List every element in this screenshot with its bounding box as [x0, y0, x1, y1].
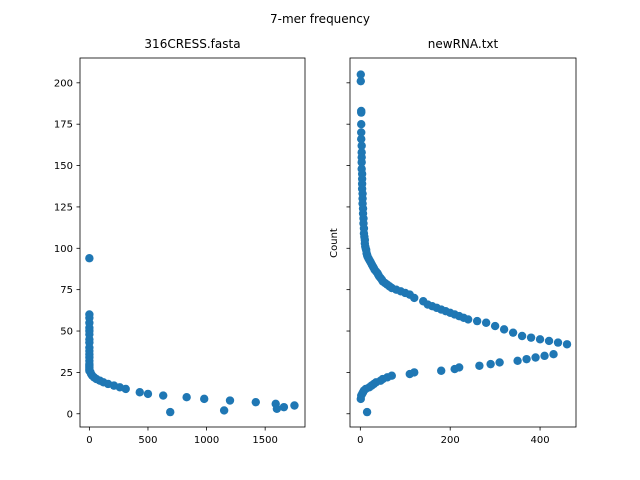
data-point — [454, 363, 464, 372]
data-point — [357, 119, 366, 129]
data-point — [272, 404, 282, 413]
data-point — [356, 76, 365, 86]
data-point — [508, 328, 518, 337]
data-point — [475, 361, 484, 370]
data-point — [437, 366, 446, 375]
x-tick-label: 500 — [138, 435, 157, 446]
data-point — [481, 318, 491, 327]
data-point — [251, 397, 260, 407]
data-point — [357, 128, 366, 137]
data-point — [219, 406, 229, 415]
data-point — [357, 158, 366, 167]
data-point — [517, 331, 527, 341]
data-point — [549, 349, 558, 359]
data-point — [531, 353, 540, 362]
subplot-newrna: newRNA.txt Count 0 200 400 — [329, 37, 577, 446]
y-tick-label: 0 — [67, 409, 73, 420]
data-point — [410, 293, 419, 303]
data-point — [182, 393, 191, 402]
data-point — [463, 315, 473, 324]
x-tick-label: 400 — [531, 435, 550, 446]
y-axis-label: Count — [329, 228, 340, 258]
data-point — [357, 141, 366, 150]
x-tick-label: 200 — [441, 435, 460, 446]
data-point — [135, 388, 144, 397]
data-point — [143, 389, 153, 399]
x-tick-label: 0 — [86, 435, 92, 446]
x-tick-label: 1500 — [252, 435, 277, 446]
data-point — [499, 325, 509, 334]
plot-area: 0 500 1000 1500 0 25 50 75 100 125 150 175 200 — [54, 57, 306, 446]
data-point — [526, 333, 536, 342]
data-point — [357, 134, 366, 144]
data-point — [200, 394, 209, 404]
y-tick-label: 50 — [60, 327, 73, 338]
data-point — [362, 407, 372, 417]
data-point — [166, 407, 175, 417]
subplot-title: 316CRESS.fasta — [144, 37, 240, 51]
y-tick-label: 25 — [60, 368, 73, 379]
figure-suptitle: 7-mer frequency — [270, 12, 370, 26]
data-point — [486, 359, 495, 369]
data-point — [279, 402, 289, 412]
y-tick-label: 175 — [54, 120, 73, 131]
plot-area: 0 200 400 — [346, 57, 577, 446]
data-point — [553, 338, 563, 347]
y-tick-label: 75 — [60, 285, 73, 296]
y-tick-label: 200 — [54, 78, 73, 89]
data-point — [490, 321, 500, 331]
data-point — [513, 356, 522, 366]
x-tick-label: 1000 — [194, 435, 219, 446]
data-point — [472, 316, 482, 326]
subplot-title: newRNA.txt — [428, 37, 499, 51]
x-tick-label: 0 — [357, 435, 363, 446]
data-point — [121, 384, 130, 394]
data-point — [544, 336, 554, 346]
data-point — [540, 351, 549, 361]
axes-frame — [349, 57, 577, 428]
data-point — [562, 340, 572, 349]
data-point — [356, 70, 365, 79]
data-point — [357, 108, 366, 117]
data-point — [495, 358, 504, 367]
data-point — [225, 396, 235, 405]
data-point — [85, 254, 94, 263]
axes-frame — [79, 57, 306, 428]
data-point — [387, 371, 396, 380]
data-point — [522, 354, 531, 364]
subplot-316cress: 316CRESS.fasta 0 500 1000 1500 0 25 50 75 100 125… — [54, 37, 306, 446]
y-tick-label: 125 — [54, 202, 73, 213]
data-point — [535, 335, 545, 344]
data-point — [290, 401, 299, 410]
y-tick-label: 150 — [54, 161, 73, 172]
data-point — [410, 368, 419, 377]
data-point — [159, 391, 168, 400]
y-tick-label: 100 — [54, 244, 73, 255]
